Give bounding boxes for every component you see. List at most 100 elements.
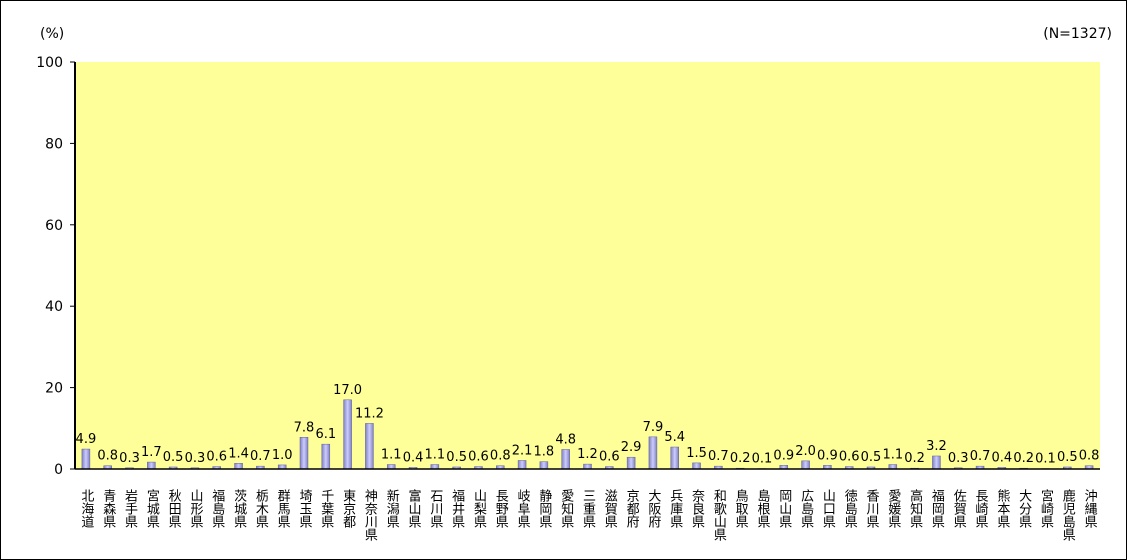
value-label: 0.1 bbox=[1035, 452, 1056, 467]
value-label: 0.7 bbox=[708, 449, 729, 464]
x-tick-label: 沖縄県 bbox=[1082, 489, 1098, 528]
x-tick-label: 鳥取県 bbox=[733, 489, 749, 528]
x-tick-label: 富山県 bbox=[406, 488, 422, 528]
value-label: 1.1 bbox=[424, 448, 445, 463]
x-tick-label: 愛知県 bbox=[558, 489, 574, 528]
value-label: 17.0 bbox=[333, 383, 362, 398]
x-tick-label: 千葉県 bbox=[318, 489, 334, 528]
value-label: 5.4 bbox=[664, 430, 685, 445]
bar bbox=[670, 446, 679, 470]
value-label: 0.7 bbox=[250, 449, 271, 464]
value-label: 0.6 bbox=[599, 450, 620, 465]
value-label: 0.5 bbox=[163, 450, 184, 465]
value-label: 1.8 bbox=[534, 445, 555, 460]
y-tick-label: 40 bbox=[45, 299, 63, 315]
x-tick-label: 島根県 bbox=[754, 489, 770, 528]
x-tick-label: 愛媛県 bbox=[885, 489, 901, 528]
value-label: 4.9 bbox=[76, 432, 97, 447]
x-tick-label: 滋賀県 bbox=[602, 489, 618, 528]
sample-note: (N=1327) bbox=[1043, 26, 1112, 42]
bar bbox=[343, 399, 352, 470]
bar bbox=[648, 436, 658, 470]
value-label: 0.4 bbox=[992, 450, 1013, 465]
value-label: 7.8 bbox=[294, 420, 315, 435]
x-tick-label: 大分県 bbox=[1016, 489, 1031, 528]
bar bbox=[299, 437, 309, 470]
x-tick-label: 青森県 bbox=[100, 489, 116, 528]
x-tick-label: 神奈川県 bbox=[362, 489, 378, 541]
x-tick-label: 宮崎県 bbox=[1038, 488, 1054, 528]
value-label: 0.3 bbox=[948, 451, 969, 466]
x-tick-label: 鹿児島県 bbox=[1060, 488, 1076, 541]
x-tick-label: 福島県 bbox=[209, 489, 225, 528]
value-label: 1.0 bbox=[272, 448, 293, 463]
bar bbox=[539, 461, 549, 470]
bar bbox=[561, 449, 570, 470]
x-tick-label: 広島県 bbox=[798, 489, 814, 528]
x-tick-label: 奈良県 bbox=[689, 489, 705, 528]
value-label: 0.7 bbox=[970, 449, 991, 464]
value-label: 0.5 bbox=[446, 450, 467, 465]
y-unit: (%) bbox=[40, 26, 64, 42]
x-tick-label: 佐賀県 bbox=[951, 489, 967, 528]
x-tick-label: 香川県 bbox=[864, 489, 880, 528]
value-label: 0.2 bbox=[904, 451, 925, 466]
x-tick-label: 兵庫県 bbox=[667, 489, 683, 528]
y-tick-label: 100 bbox=[36, 55, 63, 71]
bar bbox=[234, 463, 243, 470]
value-label: 0.8 bbox=[97, 449, 118, 464]
value-label: 1.1 bbox=[381, 448, 402, 463]
x-tick-label: 秋田県 bbox=[166, 489, 182, 528]
value-label: 0.3 bbox=[119, 451, 140, 466]
bar bbox=[517, 460, 527, 470]
x-tick-label: 宮城県 bbox=[144, 488, 160, 528]
x-tick-label: 京都府 bbox=[624, 489, 640, 529]
bar bbox=[801, 460, 810, 470]
value-label: 0.9 bbox=[817, 448, 838, 463]
x-tick-label: 岐阜県 bbox=[515, 489, 531, 528]
value-label: 0.5 bbox=[861, 450, 882, 465]
x-tick-label: 山口県 bbox=[820, 489, 836, 528]
bar bbox=[692, 462, 701, 470]
value-label: 0.6 bbox=[206, 450, 227, 465]
y-tick-label: 20 bbox=[45, 381, 63, 397]
x-tick-label: 岡山県 bbox=[776, 489, 792, 528]
value-label: 0.8 bbox=[490, 449, 511, 464]
value-label: 4.8 bbox=[555, 432, 576, 447]
value-label: 6.1 bbox=[315, 427, 336, 442]
value-label: 0.2 bbox=[730, 451, 751, 466]
value-label: 7.9 bbox=[643, 420, 664, 435]
value-label: 1.2 bbox=[577, 447, 598, 462]
x-tick-label: 群馬県 bbox=[275, 489, 291, 528]
x-tick-label: 長野県 bbox=[493, 489, 509, 528]
y-tick-label: 80 bbox=[45, 136, 63, 152]
bar bbox=[932, 455, 941, 470]
value-label: 0.1 bbox=[752, 452, 773, 467]
bar bbox=[365, 423, 374, 470]
x-tick-label: 埼玉県 bbox=[296, 489, 312, 528]
value-label: 0.8 bbox=[1079, 449, 1100, 464]
x-tick-label: 福岡県 bbox=[929, 489, 945, 528]
value-label: 0.9 bbox=[773, 448, 794, 463]
x-tick-label: 長崎県 bbox=[973, 489, 989, 528]
plot-area bbox=[75, 62, 1100, 469]
value-label: 1.5 bbox=[686, 446, 707, 461]
value-label: 2.9 bbox=[621, 440, 642, 455]
value-label: 0.4 bbox=[403, 450, 424, 465]
x-tick-label: 茨城県 bbox=[231, 489, 247, 528]
value-label: 1.7 bbox=[141, 445, 162, 460]
x-tick-label: 静岡県 bbox=[536, 489, 552, 528]
value-label: 0.6 bbox=[468, 450, 489, 465]
value-label: 1.1 bbox=[882, 448, 903, 463]
x-tick-label: 岩手県 bbox=[122, 489, 138, 528]
x-tick-label: 福井県 bbox=[449, 489, 465, 528]
value-label: 0.6 bbox=[839, 450, 860, 465]
y-tick-label: 0 bbox=[54, 462, 63, 478]
bar bbox=[626, 456, 636, 470]
x-tick-label: 和歌山県 bbox=[711, 489, 727, 541]
x-tick-label: 東京都 bbox=[340, 488, 356, 528]
value-label: 1.4 bbox=[228, 446, 249, 461]
x-tick-label: 北海道 bbox=[78, 489, 94, 528]
x-tick-label: 高知県 bbox=[907, 488, 923, 528]
x-tick-label: 栃木県 bbox=[253, 489, 269, 528]
